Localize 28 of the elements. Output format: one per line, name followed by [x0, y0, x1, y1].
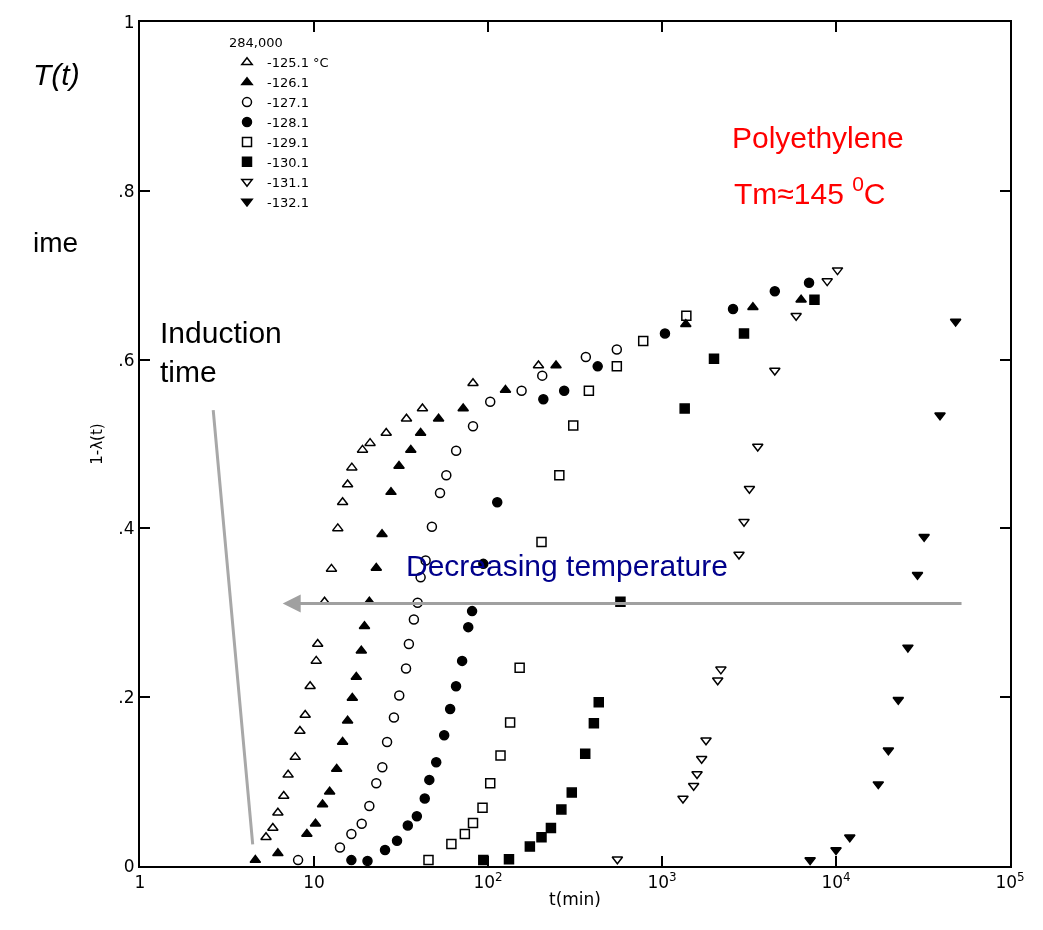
legend-label: -127.1 [267, 95, 309, 111]
y-tick-label: .2 [118, 687, 135, 708]
legend-label: -129.1 [267, 134, 309, 150]
y-tick-label: 1 [123, 11, 135, 32]
annotation: Tm≈145 $^{0}$C [734, 172, 886, 210]
y-axis-title: 1-λ(t) [88, 423, 107, 465]
y-tick-label: .4 [118, 518, 135, 539]
legend-label: -126.1 [267, 75, 309, 91]
legend-label: -132.1 [267, 194, 309, 210]
annotation: Decreasing temperature [406, 549, 728, 582]
x-tick-label: 10$^{4}$ [821, 870, 851, 893]
y-tick-label: .8 [118, 180, 135, 201]
y-tick-label: 0 [123, 855, 135, 876]
x-tick-label: 10$^{3}$ [647, 870, 677, 893]
text: ime [33, 227, 79, 258]
legend-label: -131.1 [267, 174, 309, 190]
x-axis-title: t(min) [549, 889, 601, 910]
annotation: Induction time [160, 316, 282, 388]
legend-title: 284,000 [229, 35, 283, 51]
legend-label: -125.1 °C [267, 55, 329, 71]
y-tick-label: .6 [118, 349, 135, 370]
legend-label: -130.1 [267, 154, 309, 170]
legend-label: -128.1 [267, 115, 309, 131]
text: T(t) [33, 58, 80, 91]
x-tick-label: 10$^{2}$ [473, 870, 503, 893]
x-tick-label: 10$^{5}$ [995, 870, 1025, 893]
x-tick-label: 10 [303, 872, 325, 893]
annotation: Polyethylene [732, 121, 904, 154]
